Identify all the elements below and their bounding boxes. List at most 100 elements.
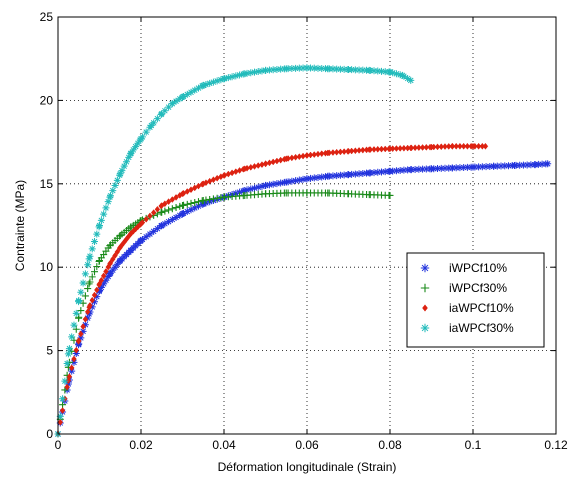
legend-label: iWPCf30% (449, 281, 507, 295)
data-point (371, 146, 377, 153)
data-point (127, 150, 135, 158)
legend-item: iWPCf10% (420, 261, 507, 275)
legend-item: iWPCf30% (420, 281, 507, 295)
data-point (324, 65, 332, 73)
data-point (116, 170, 124, 178)
data-point (111, 181, 119, 189)
data-point (386, 167, 394, 175)
data-point (469, 163, 477, 171)
data-point (129, 146, 137, 154)
data-point (113, 176, 121, 184)
data-point (81, 270, 89, 278)
data-point (82, 315, 89, 323)
data-point (97, 216, 105, 224)
data-point (63, 360, 71, 368)
data-point (422, 165, 430, 173)
data-point (220, 75, 228, 83)
data-point (475, 163, 483, 171)
data-point (375, 145, 381, 153)
data-point (213, 194, 221, 202)
data-point (127, 230, 134, 238)
y-tick-label: 25 (40, 10, 54, 24)
data-point (277, 65, 285, 73)
data-point (122, 158, 130, 166)
data-point (116, 232, 124, 240)
data-point (415, 165, 423, 173)
data-point (544, 160, 552, 168)
data-point (269, 66, 277, 74)
data-point (147, 121, 155, 129)
data-point (165, 198, 172, 206)
data-point (206, 79, 214, 87)
data-point (224, 74, 232, 82)
data-point (172, 204, 180, 212)
data-point (460, 142, 467, 150)
data-point (283, 155, 289, 163)
data-point (441, 164, 449, 172)
data-point (80, 323, 86, 330)
data-point (318, 64, 326, 72)
data-point (355, 170, 363, 178)
data-point (169, 196, 176, 203)
data-point (187, 88, 195, 96)
data-point (288, 64, 296, 72)
data-point (111, 263, 119, 271)
data-point (106, 242, 114, 250)
data-point (408, 144, 414, 152)
data-point (523, 161, 531, 169)
data-point (191, 204, 199, 212)
data-point (314, 64, 322, 72)
data-point (460, 163, 468, 171)
data-point (134, 139, 142, 147)
series-iaWPCf30% (54, 64, 415, 438)
data-point (258, 67, 266, 75)
data-point (81, 292, 89, 300)
data-point (411, 165, 419, 173)
legend-item: iaWPCf30% (420, 321, 514, 335)
data-point (106, 193, 114, 201)
data-point (374, 67, 382, 75)
data-point (303, 189, 311, 197)
data-point (396, 166, 404, 174)
data-point (538, 160, 546, 168)
data-point (470, 142, 476, 150)
data-point (209, 195, 217, 203)
data-point (416, 144, 422, 152)
data-point (398, 71, 406, 79)
data-point (59, 401, 67, 409)
data-point (179, 190, 186, 198)
data-point (247, 185, 255, 193)
data-point (76, 337, 82, 344)
data-point (183, 200, 191, 208)
data-point (374, 168, 382, 176)
data-point (345, 190, 352, 198)
data-point (527, 161, 535, 169)
data-point (419, 144, 426, 151)
data-point (365, 66, 373, 74)
data-point (412, 144, 418, 152)
data-point (93, 230, 101, 238)
data-point (161, 107, 169, 115)
data-point (68, 364, 75, 372)
data-point (386, 191, 394, 199)
data-point (228, 73, 236, 81)
data-point (241, 70, 249, 78)
data-point (490, 162, 498, 170)
data-point (165, 103, 173, 111)
data-point (381, 168, 389, 176)
data-point (84, 261, 92, 269)
series-iaWPCf10% (55, 142, 489, 438)
data-point (65, 345, 73, 353)
data-point (366, 146, 372, 154)
data-point (355, 66, 363, 74)
data-point (310, 174, 318, 182)
data-point (72, 309, 80, 317)
data-point (172, 213, 180, 221)
legend-label: iWPCf10% (449, 261, 507, 275)
data-point (392, 70, 400, 78)
data-point (365, 169, 373, 177)
data-point (314, 173, 322, 181)
data-point (277, 179, 285, 187)
data-point (114, 248, 121, 256)
data-point (191, 199, 199, 207)
